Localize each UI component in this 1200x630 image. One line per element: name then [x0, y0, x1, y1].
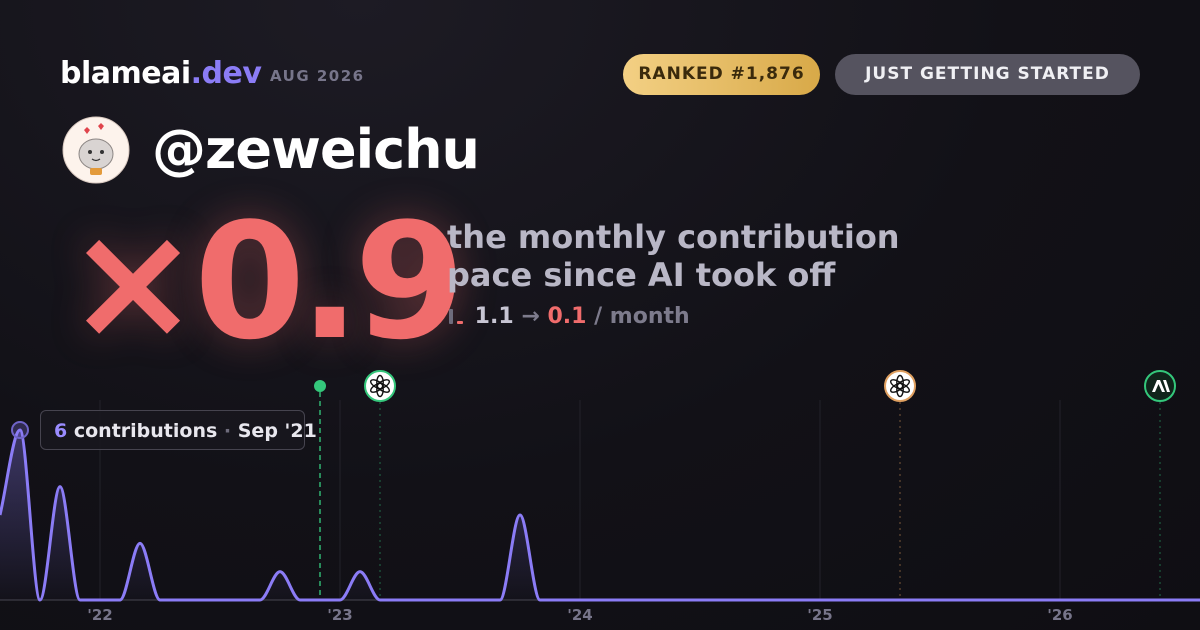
date: AUG 2026 [270, 67, 365, 85]
x-tick-label: '24 [567, 606, 592, 624]
brand-suffix: .dev [190, 56, 262, 91]
pace-icon [449, 309, 463, 324]
x-tick-label: '22 [87, 606, 112, 624]
event-dot [314, 380, 327, 392]
tooltip: 6 contributions · Sep '21 [40, 410, 317, 450]
avatar [62, 116, 130, 184]
pace-arrow: → [521, 304, 540, 329]
event-icon [1144, 370, 1177, 402]
tooltip-value: 6 [54, 420, 68, 442]
brand: blameai.dev [60, 56, 262, 91]
description-line: the monthly contribution [447, 218, 900, 256]
pace-after: 0.1 [547, 304, 587, 329]
handle: @zeweichu [152, 118, 480, 181]
x-tick-label: '23 [327, 606, 352, 624]
status-badge: JUST GETTING STARTED [835, 54, 1140, 95]
openai-petal [370, 379, 384, 390]
openai-petal [890, 382, 904, 393]
line [0, 428, 1200, 602]
area [0, 430, 1200, 601]
description: the monthly contribution pace since AI to… [447, 218, 900, 294]
event-icon-ring [364, 370, 397, 402]
event-icon [884, 370, 917, 402]
x-tick-label: '25 [807, 606, 832, 624]
tooltip-separator: · [223, 420, 232, 442]
tooltip-date: Sep '21 [237, 420, 317, 442]
rank-badge: RANKED #1,876 [623, 54, 820, 95]
anthropic-glyph [1152, 380, 1171, 392]
openai-petal [370, 382, 384, 393]
brand-name: blameai [60, 56, 191, 91]
pace-unit: / month [594, 304, 690, 329]
event-icon-ring [884, 370, 917, 402]
pace-meta: 1.1 → 0.1 / month [447, 304, 690, 329]
multiplier: ×0.9 [66, 188, 465, 375]
event-icon [364, 370, 397, 402]
pace-before: 1.1 [474, 304, 514, 329]
x-tick-label: '26 [1047, 606, 1072, 624]
description-line: pace since AI took off [447, 256, 836, 294]
highlight-point [11, 421, 30, 439]
tooltip-label: contributions [73, 420, 218, 442]
openai-petal [890, 379, 904, 390]
